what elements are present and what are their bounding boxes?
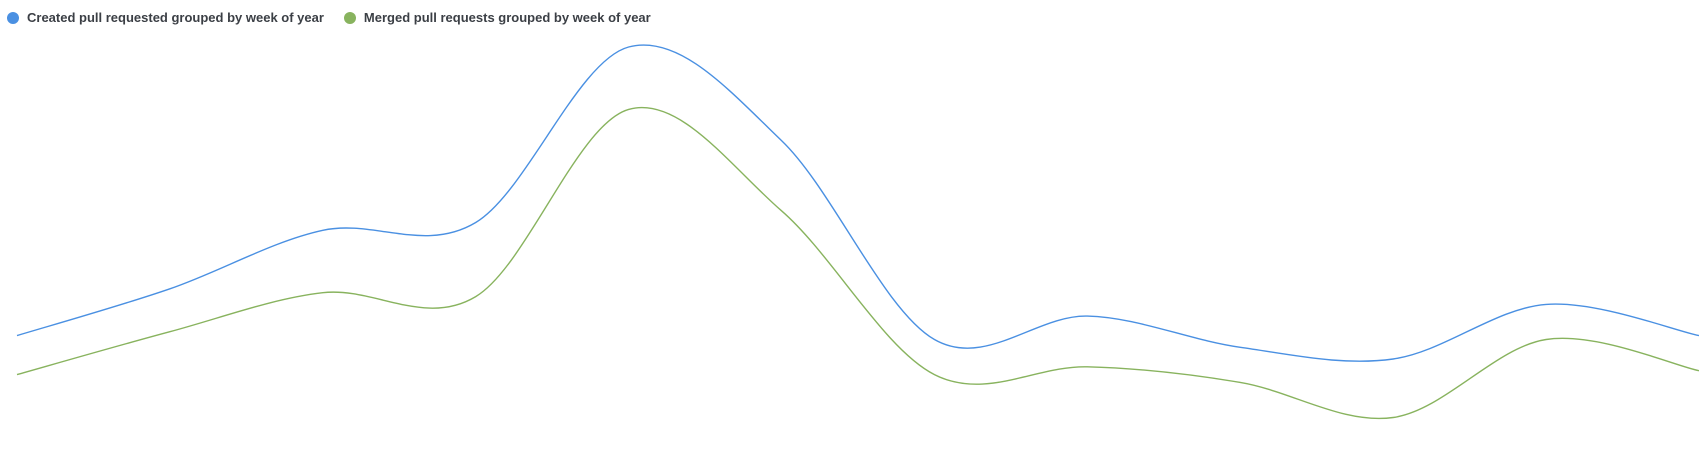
created-point-12[interactable] (1695, 332, 1699, 340)
merged-point-7[interactable] (930, 371, 938, 379)
merged-point-9[interactable] (1236, 378, 1244, 386)
merged-point-2[interactable] (166, 328, 174, 336)
merged-point-12[interactable] (1695, 367, 1699, 375)
chart-legend: Created pull requested grouped by week o… (7, 10, 651, 25)
series-line-merged[interactable] (16, 106, 1699, 420)
merged-point-3[interactable] (319, 289, 327, 297)
created-point-9[interactable] (1236, 343, 1244, 351)
merged-point-5[interactable] (625, 105, 633, 113)
created-point-5[interactable] (625, 43, 633, 51)
created-point-4[interactable] (472, 219, 480, 227)
merged-point-6[interactable] (778, 207, 786, 215)
created-point-3[interactable] (319, 226, 327, 234)
created-point-10[interactable] (1389, 355, 1397, 363)
legend-label-created: Created pull requested grouped by week o… (27, 10, 324, 25)
created-point-11[interactable] (1542, 300, 1550, 308)
created-point-7[interactable] (930, 336, 938, 344)
merged-point-8[interactable] (1083, 363, 1091, 371)
merged-point-1[interactable] (13, 371, 21, 379)
merged-point-4[interactable] (472, 293, 480, 301)
legend-item-created[interactable]: Created pull requested grouped by week o… (7, 10, 324, 25)
created-point-2[interactable] (166, 285, 174, 293)
merged-point-10[interactable] (1389, 414, 1397, 422)
merged-point-11[interactable] (1542, 336, 1550, 344)
series-layer (13, 43, 1699, 422)
legend-dot-created-icon (7, 11, 19, 24)
created-point-6[interactable] (778, 137, 786, 145)
created-point-8[interactable] (1083, 312, 1091, 320)
legend-label-merged: Merged pull requests grouped by week of … (363, 10, 651, 25)
legend-dot-merged-icon (343, 11, 356, 24)
series-line-created[interactable] (16, 44, 1699, 362)
created-point-1[interactable] (13, 332, 21, 340)
legend-item-merged[interactable]: Merged pull requests grouped by week of … (343, 10, 651, 25)
